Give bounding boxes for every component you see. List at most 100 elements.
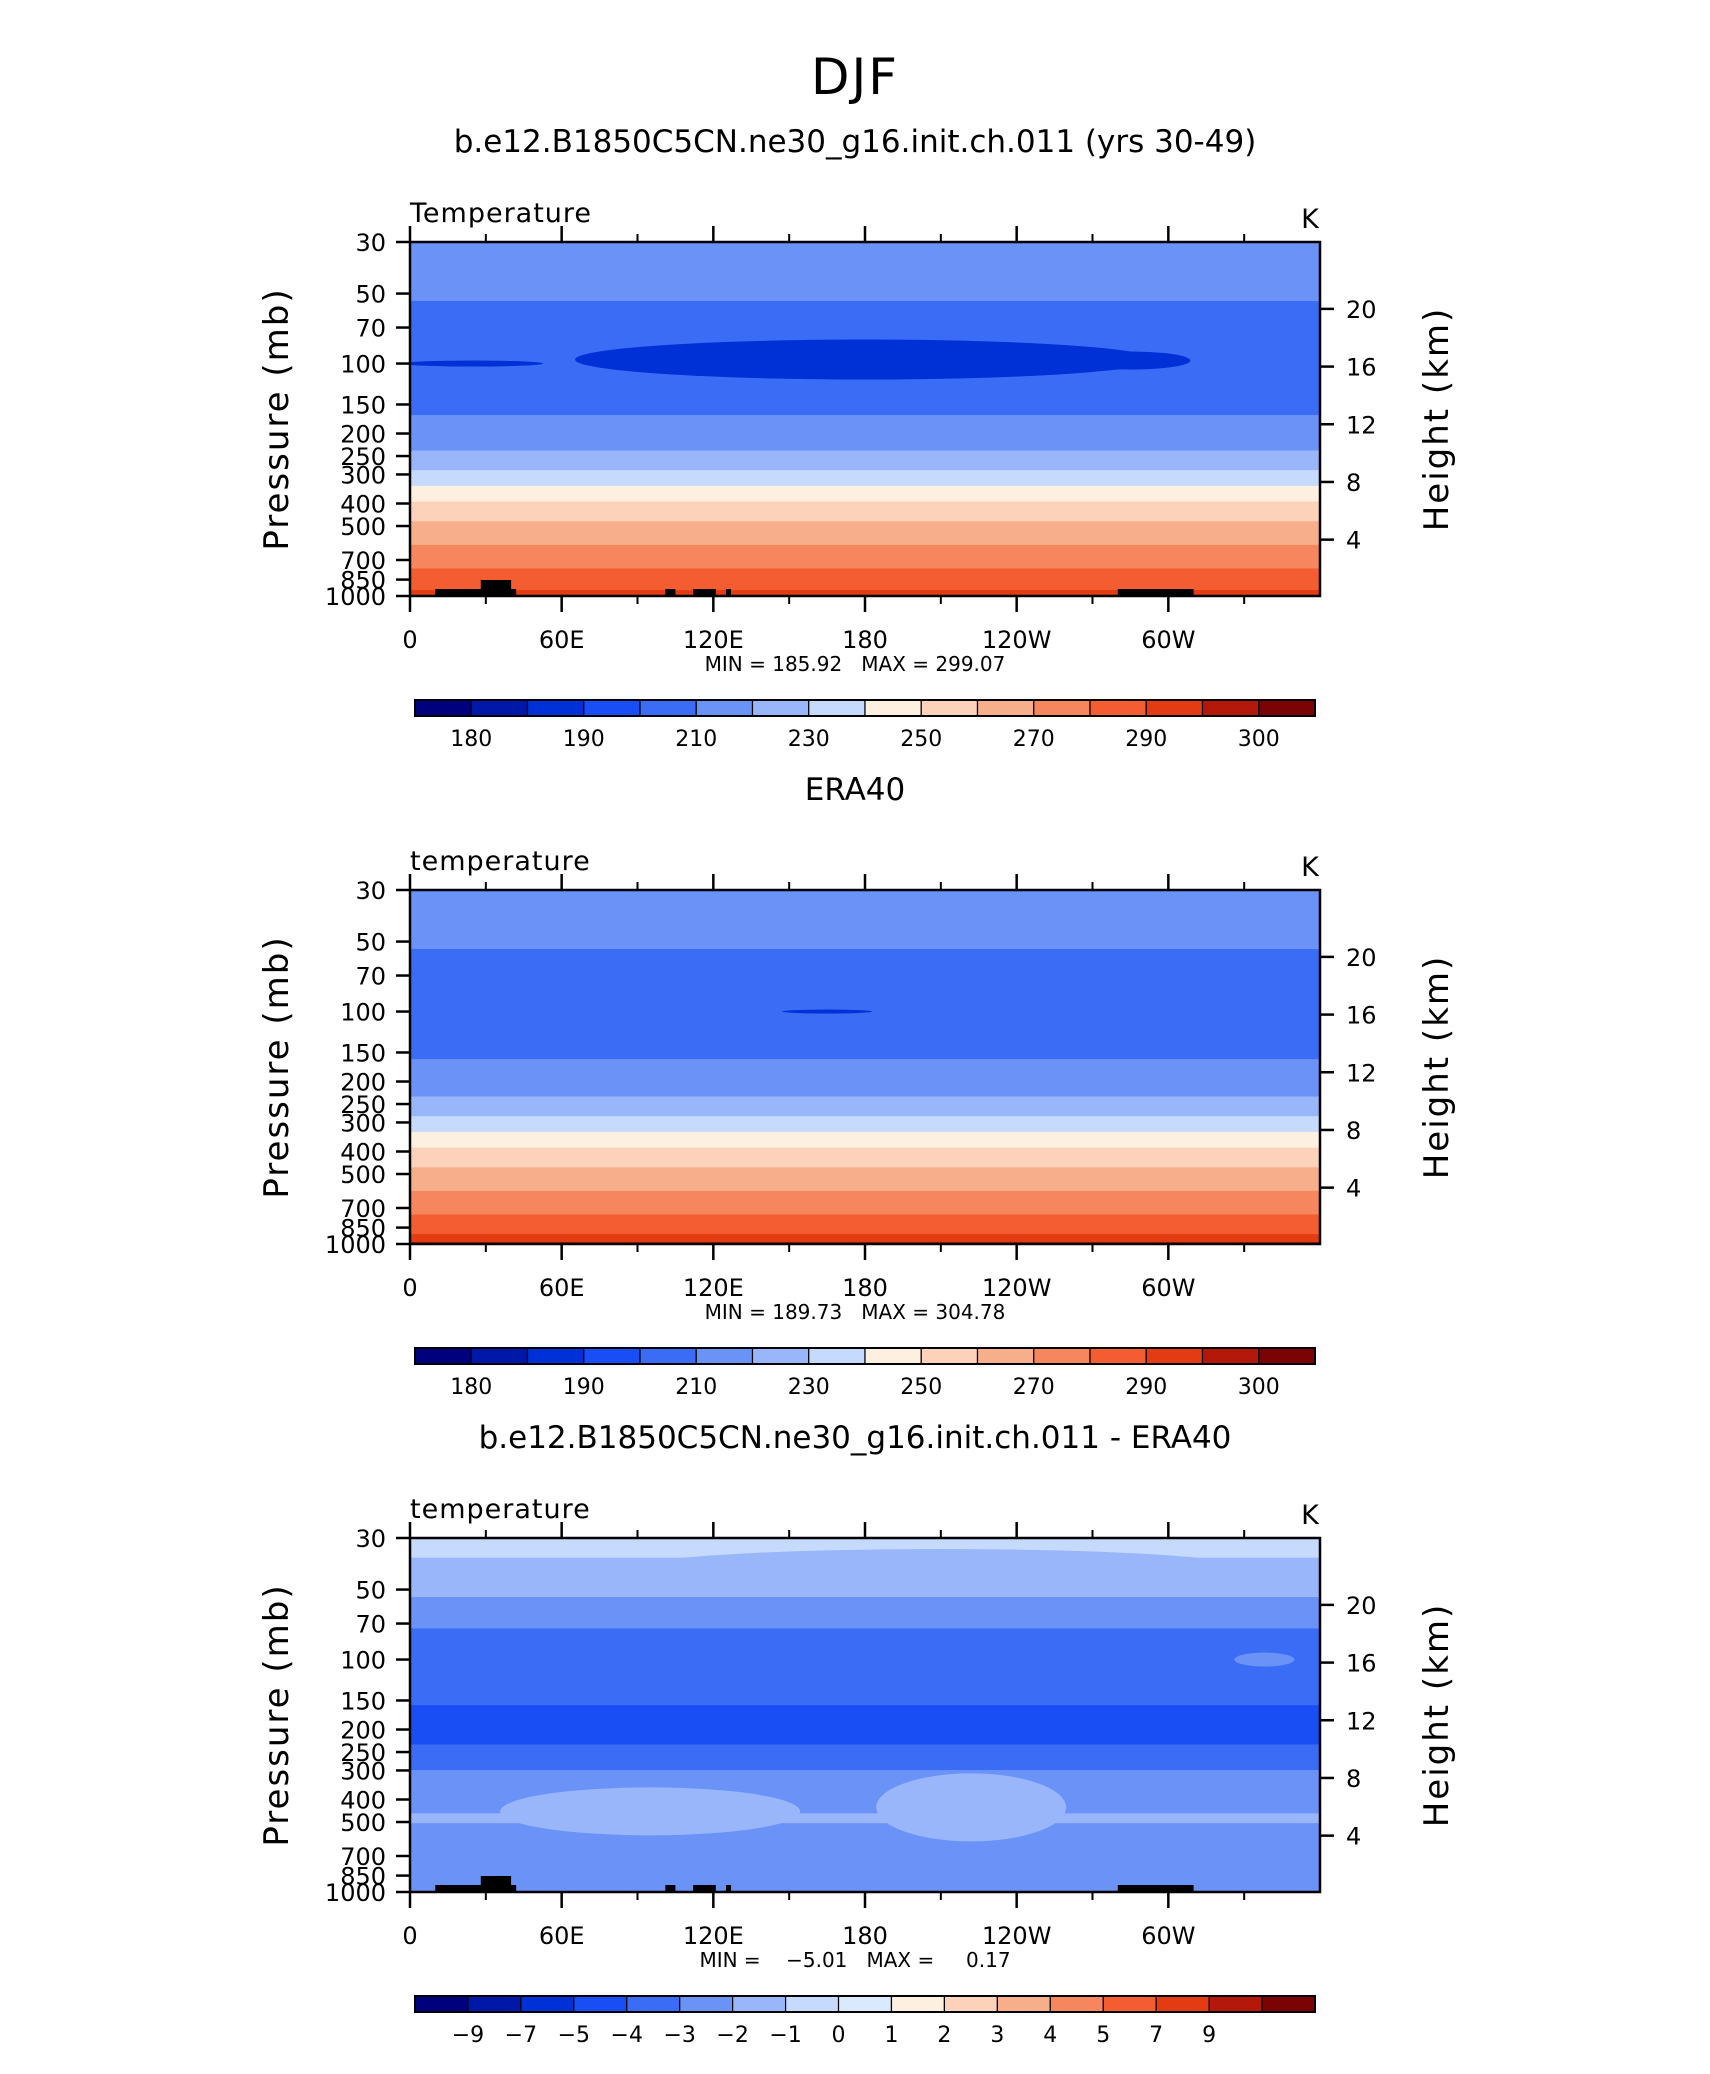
- contour-band: [410, 1878, 1320, 1881]
- y-tick-label: 850: [340, 1863, 386, 1891]
- y-tick-label: 500: [340, 1161, 386, 1189]
- y-right-tick-label: 8: [1346, 469, 1361, 497]
- colorbar-swatch: [1155, 1995, 1210, 2013]
- contour-band: [410, 1829, 1320, 1832]
- colorbar-swatch: [996, 1995, 1051, 2013]
- contour-band: [410, 548, 1320, 552]
- colorbar-label: −2: [716, 2023, 748, 2048]
- contour-band: [410, 1748, 1320, 1751]
- contour-band: [410, 1543, 1320, 1547]
- contour-band: [410, 525, 1320, 528]
- contour-band: [410, 432, 1320, 436]
- contour-band: [410, 1860, 1320, 1864]
- contour-band: [410, 1208, 1320, 1212]
- y-tick-label: 400: [340, 1138, 386, 1166]
- contour-band: [410, 1139, 1320, 1143]
- contour-band: [410, 1045, 1320, 1048]
- contour-band: [410, 929, 1320, 932]
- contour-band: [410, 564, 1320, 568]
- contour-band: [410, 1196, 1320, 1200]
- contour-band: [410, 1177, 1320, 1180]
- contour-band: [410, 1234, 1320, 1237]
- contour-band: [410, 456, 1320, 459]
- contour-band: [410, 1063, 1320, 1066]
- contour-band: [410, 1591, 1320, 1594]
- colorbar-label: 3: [990, 2023, 1004, 2048]
- contour-band: [410, 1777, 1320, 1781]
- colorbar-swatch: [626, 1995, 681, 2013]
- contour-band: [410, 535, 1320, 538]
- contour-band: [410, 1163, 1320, 1166]
- contour-band: [410, 1135, 1320, 1139]
- contour-band: [410, 958, 1320, 962]
- contour-band: [410, 937, 1320, 940]
- colorbar-swatch: [751, 699, 810, 717]
- colorbar-label: 4: [1043, 2023, 1057, 2048]
- contour-band: [410, 1827, 1320, 1830]
- contour-band: [410, 1772, 1320, 1775]
- contour-band: [410, 336, 1320, 339]
- colorbar: 180 190 210 230 250 270 290 300: [414, 1347, 1316, 1400]
- y-axis-title: Pressure (mb): [257, 935, 297, 1198]
- contour-band: [410, 988, 1320, 991]
- y-tick-label: 50: [355, 1577, 386, 1605]
- y-tick-label: 1000: [325, 1879, 386, 1907]
- contour-band: [410, 267, 1320, 271]
- contour-band: [410, 442, 1320, 446]
- panel-variable-label: temperature: [410, 846, 591, 877]
- contour-band: [410, 1129, 1320, 1133]
- contour-band: [410, 1068, 1320, 1072]
- y-tick-label: 300: [340, 1109, 386, 1137]
- contour-band: [410, 1002, 1320, 1005]
- contour-band: [410, 1035, 1320, 1039]
- contour-band: [410, 1212, 1320, 1216]
- chart-panel-3: b.e12.B1850C5CN.ne30_g16.init.ch.011 - E…: [257, 1420, 1457, 2048]
- contour-band: [410, 1161, 1320, 1164]
- contour-band: [410, 1120, 1320, 1123]
- contour-band: [410, 1766, 1320, 1769]
- contour-band: [410, 1098, 1320, 1102]
- colorbar-label: −1: [769, 2023, 801, 2048]
- contour-band: [410, 992, 1320, 995]
- y-right-tick-label: 12: [1346, 1059, 1377, 1087]
- contour-band: [410, 1074, 1320, 1078]
- contour-band: [410, 1043, 1320, 1046]
- colorbar-swatch: [1145, 699, 1204, 717]
- contour-band: [410, 1711, 1320, 1714]
- contour-band: [410, 1031, 1320, 1035]
- contour-band: [410, 1752, 1320, 1755]
- contour-band: [410, 395, 1320, 398]
- contour-band: [410, 909, 1320, 913]
- contour-band: [410, 1240, 1320, 1243]
- y-tick-label: 400: [340, 490, 386, 518]
- contour-band: [410, 483, 1320, 487]
- contour-band: [410, 1137, 1320, 1141]
- contour-band: [410, 1685, 1320, 1689]
- colorbar-swatch: [414, 1995, 469, 2013]
- panel-variable-label: temperature: [410, 1494, 591, 1525]
- colorbar-swatch: [583, 1347, 641, 1365]
- contour-band: [410, 1011, 1320, 1015]
- colorbar-frame: [414, 1995, 1316, 2013]
- contour-band: [410, 550, 1320, 554]
- contour-fill: [410, 890, 1320, 1244]
- contour-band: [410, 1057, 1320, 1060]
- contour-band: [410, 1218, 1320, 1221]
- contour-band: [410, 915, 1320, 919]
- contour-band: [410, 479, 1320, 483]
- contour-band: [410, 1593, 1320, 1596]
- contour-band: [410, 297, 1320, 300]
- contour-band: [410, 913, 1320, 917]
- contour-band: [410, 1025, 1320, 1029]
- y-right-axis-title: Height (km): [1417, 1603, 1457, 1828]
- cold-core-region: [410, 360, 544, 367]
- contour-band: [410, 1840, 1320, 1844]
- contour-band: [410, 1153, 1320, 1157]
- panel-title: b.e12.B1850C5CN.ne30_g16.init.ch.011 - E…: [479, 1420, 1232, 1456]
- contour-band: [410, 1600, 1320, 1604]
- contour-band: [410, 1722, 1320, 1726]
- colorbar-label: 190: [563, 727, 605, 752]
- contour-band: [410, 470, 1320, 473]
- x-tick-label: 60E: [539, 626, 585, 654]
- contour-band: [410, 397, 1320, 400]
